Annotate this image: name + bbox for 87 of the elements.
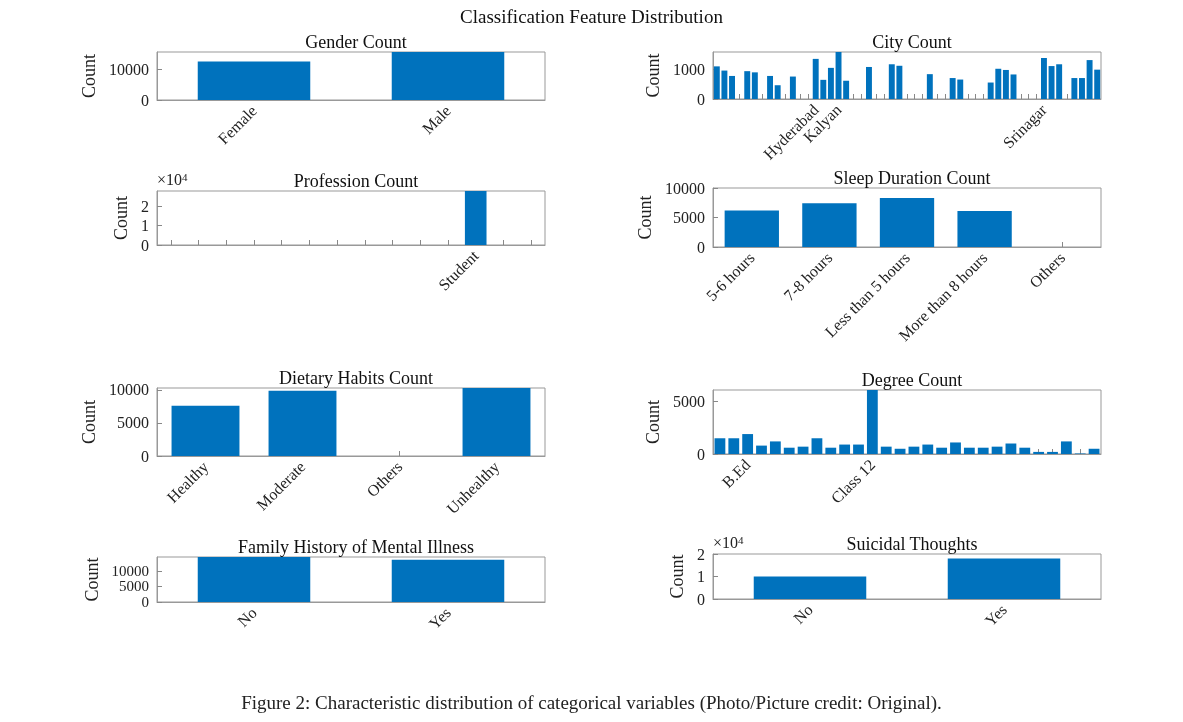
bar (879, 198, 935, 247)
bar (1033, 451, 1045, 454)
bar (957, 211, 1012, 247)
y-tick-label: 5000 (117, 414, 149, 432)
x-tick-label: Yes (981, 600, 1011, 630)
y-tick-label: 5000 (673, 209, 705, 226)
y-tick-label: 0 (697, 590, 705, 608)
bar (1060, 441, 1072, 454)
bar (827, 67, 834, 99)
bar (880, 446, 892, 454)
y-axis-title: Count (643, 53, 664, 98)
bar (756, 445, 767, 454)
y-axis-title: Count (79, 53, 100, 99)
y-tick-label: 2 (697, 545, 705, 563)
bar (462, 388, 531, 456)
bar (950, 442, 961, 454)
bar (922, 444, 934, 454)
bar (744, 71, 751, 99)
chart-title: City Count (872, 32, 952, 52)
bar (977, 447, 989, 454)
bar (751, 72, 758, 99)
bar (1079, 78, 1085, 99)
x-tick-label: Male (418, 101, 455, 138)
bar (963, 447, 975, 454)
bar (936, 447, 948, 454)
chart-title: Suicidal Thoughts (846, 534, 978, 554)
y-tick-label: 0 (141, 91, 149, 109)
y-tick-label: 10000 (109, 381, 149, 399)
x-tick-label: No (234, 603, 261, 630)
bar (843, 80, 850, 99)
y-axis-title: Count (111, 195, 132, 241)
y-tick-label: 10000 (111, 562, 149, 579)
bar (767, 75, 774, 99)
chart-title: Degree Count (861, 370, 963, 390)
bar (839, 444, 851, 454)
bar (1040, 57, 1047, 99)
chart-title: Gender Count (305, 32, 407, 52)
y-tick-label: 0 (141, 594, 149, 610)
bar (268, 390, 337, 456)
bar (926, 74, 933, 99)
y-tick-label: 1 (697, 568, 705, 585)
y-tick-label: 5000 (673, 393, 705, 411)
y-tick-label: 1 (141, 217, 149, 235)
y-axis-title: Count (667, 554, 688, 599)
x-tick-label: No (790, 600, 817, 627)
bar (853, 444, 864, 454)
x-tick-label: Yes (425, 603, 455, 633)
bar (714, 438, 726, 454)
bar (811, 438, 823, 454)
y-tick-label: 0 (141, 236, 149, 254)
bar (774, 85, 781, 99)
chart-title: Profession Count (293, 171, 419, 191)
bar (728, 438, 740, 454)
y-tick-label: 0 (697, 90, 705, 108)
y-axis-title: Count (635, 195, 656, 240)
bar (1071, 78, 1078, 99)
y-tick-label: 10000 (109, 60, 149, 78)
bar (865, 66, 872, 99)
y-tick-label: 1000 (673, 60, 705, 78)
chart-title: Dietary Habits Count (279, 368, 433, 388)
chart-title: Family History of Mental Illness (238, 537, 474, 557)
bar (1019, 447, 1031, 454)
bar (866, 390, 878, 454)
bar (724, 210, 779, 247)
y-axis-title: Count (81, 557, 102, 602)
chart-title: Sleep Duration Count (833, 168, 991, 188)
text: Classification Feature Distribution (459, 6, 724, 28)
bar (1002, 69, 1009, 99)
y-axis-title: Count (79, 399, 100, 445)
caption: Figure 2: Characteristic distribution of categorical variables (Photo/Picture credit: Original). (240, 692, 943, 714)
bar (802, 203, 857, 247)
y-tick-label: 5000 (119, 578, 149, 595)
bar (171, 405, 240, 456)
y-tick-label: 0 (697, 238, 705, 256)
x-tick-label: Class 12 (827, 455, 879, 507)
y-tick-label: 2 (141, 197, 149, 215)
y-tick-label: 0 (141, 447, 149, 465)
bar (1047, 451, 1058, 454)
y-tick-label: 0 (697, 445, 705, 463)
y-axis-title: Count (643, 399, 664, 445)
bar (825, 447, 837, 454)
y-tick-label: 10000 (665, 179, 705, 197)
bar (783, 447, 795, 454)
bar (789, 76, 796, 99)
bar (742, 434, 754, 454)
bar (769, 441, 781, 454)
bar (729, 75, 735, 99)
